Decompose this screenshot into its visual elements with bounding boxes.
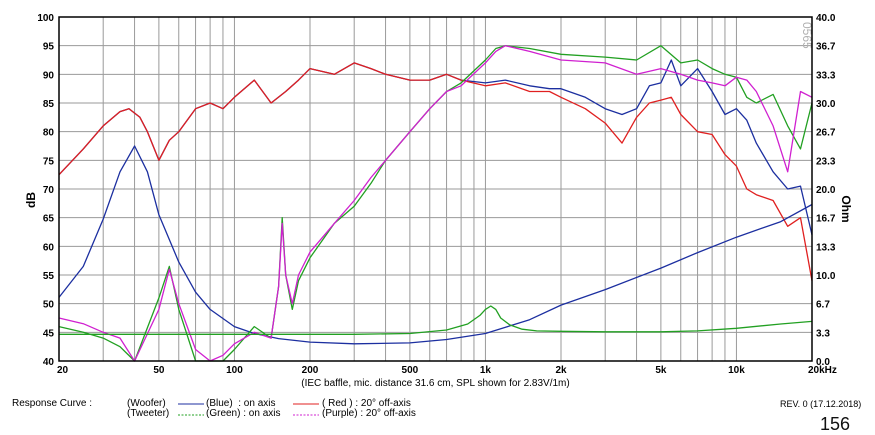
page-number: 156 [820, 414, 851, 434]
y2-tick-label: 20.0 [816, 185, 836, 196]
y-tick-label: 70 [43, 185, 55, 196]
y2-tick-label: 30.0 [816, 99, 836, 110]
y2-tick-label: 33.3 [816, 70, 836, 81]
x-tick-label: 200 [302, 365, 319, 376]
y-tick-label: 85 [43, 99, 55, 110]
y2-tick-label: 10.0 [816, 271, 836, 282]
legend-woofer: (Woofer) [127, 398, 166, 409]
curve-woofer-red-20-off-axis [58, 62, 813, 281]
y-tick-label: 50 [43, 300, 55, 311]
y-axis-label: dB [24, 192, 38, 208]
y2-axis-label: Ohm [839, 195, 853, 222]
y2-tick-label: 3.3 [816, 328, 830, 339]
y2-tick-label: 40.0 [816, 13, 836, 24]
y-tick-label: 75 [43, 156, 55, 167]
plot-frame [58, 16, 813, 362]
x-tick-label: 20kHz [808, 365, 837, 376]
y-tick-label: 95 [43, 42, 55, 53]
y-tick-label: 55 [43, 271, 55, 282]
x-tick-label: 50 [153, 365, 165, 376]
legend-swatches-left [178, 403, 204, 416]
y2-tick-label: 6.7 [816, 300, 830, 311]
curve-tweeter-impedance [59, 305, 813, 335]
y-tick-label: 100 [37, 13, 54, 24]
x-tick-label: 1k [480, 365, 492, 376]
x-tick-label: 5k [655, 365, 667, 376]
curves [58, 45, 813, 362]
legend-tweeter: (Tweeter) [127, 408, 170, 419]
x-tick-label: 100 [226, 365, 243, 376]
y2-tick-label: 26.7 [816, 128, 836, 139]
legend-blue-label: (Blue) : on axis [206, 398, 276, 409]
frequency-response-chart: 0565 40 45 50 55 60 65 70 75 80 85 90 95 100 0.0 3.3 6.… [24, 13, 853, 389]
chart-caption: (IEC baffle, mic. distance 31.6 cm, SPL … [301, 378, 569, 389]
y2-tick-label: 36.7 [816, 42, 836, 53]
legend-purple-label: (Purple) : 20° off-axis [322, 408, 416, 419]
x-tick-label: 2k [555, 365, 567, 376]
watermark-text: 0565 [800, 22, 814, 49]
y-tick-label: 90 [43, 70, 55, 81]
y2-tick-label: 16.7 [816, 214, 836, 225]
legend-swatches-right [293, 403, 319, 416]
y-tick-label: 65 [43, 214, 55, 225]
legend-title: Response Curve : [12, 398, 93, 409]
y-tick-label: 45 [43, 328, 55, 339]
x-tick-label: 10k [728, 365, 745, 376]
legend-green-label: (Green) : on axis [206, 408, 281, 419]
y2-tick-label: 0.0 [816, 357, 830, 368]
y-tick-label: 80 [43, 128, 55, 139]
y-tick-label: 40 [43, 357, 55, 368]
y2-tick-label: 23.3 [816, 156, 836, 167]
x-tick-label: 20 [57, 365, 69, 376]
grid: 0565 [58, 16, 814, 362]
y-tick-label: 60 [43, 242, 55, 253]
y2-tick-label: 13.3 [816, 242, 836, 253]
revision-text: REV. 0 (17.12.2018) [780, 399, 862, 409]
x-tick-label: 500 [402, 365, 419, 376]
legend-red-label: ( Red ) : 20° off-axis [322, 398, 411, 409]
curve-woofer-impedance [58, 145, 813, 345]
axes: 40 45 50 55 60 65 70 75 80 85 90 95 100 0.0 3.3 6.7 10.0… [24, 13, 853, 389]
